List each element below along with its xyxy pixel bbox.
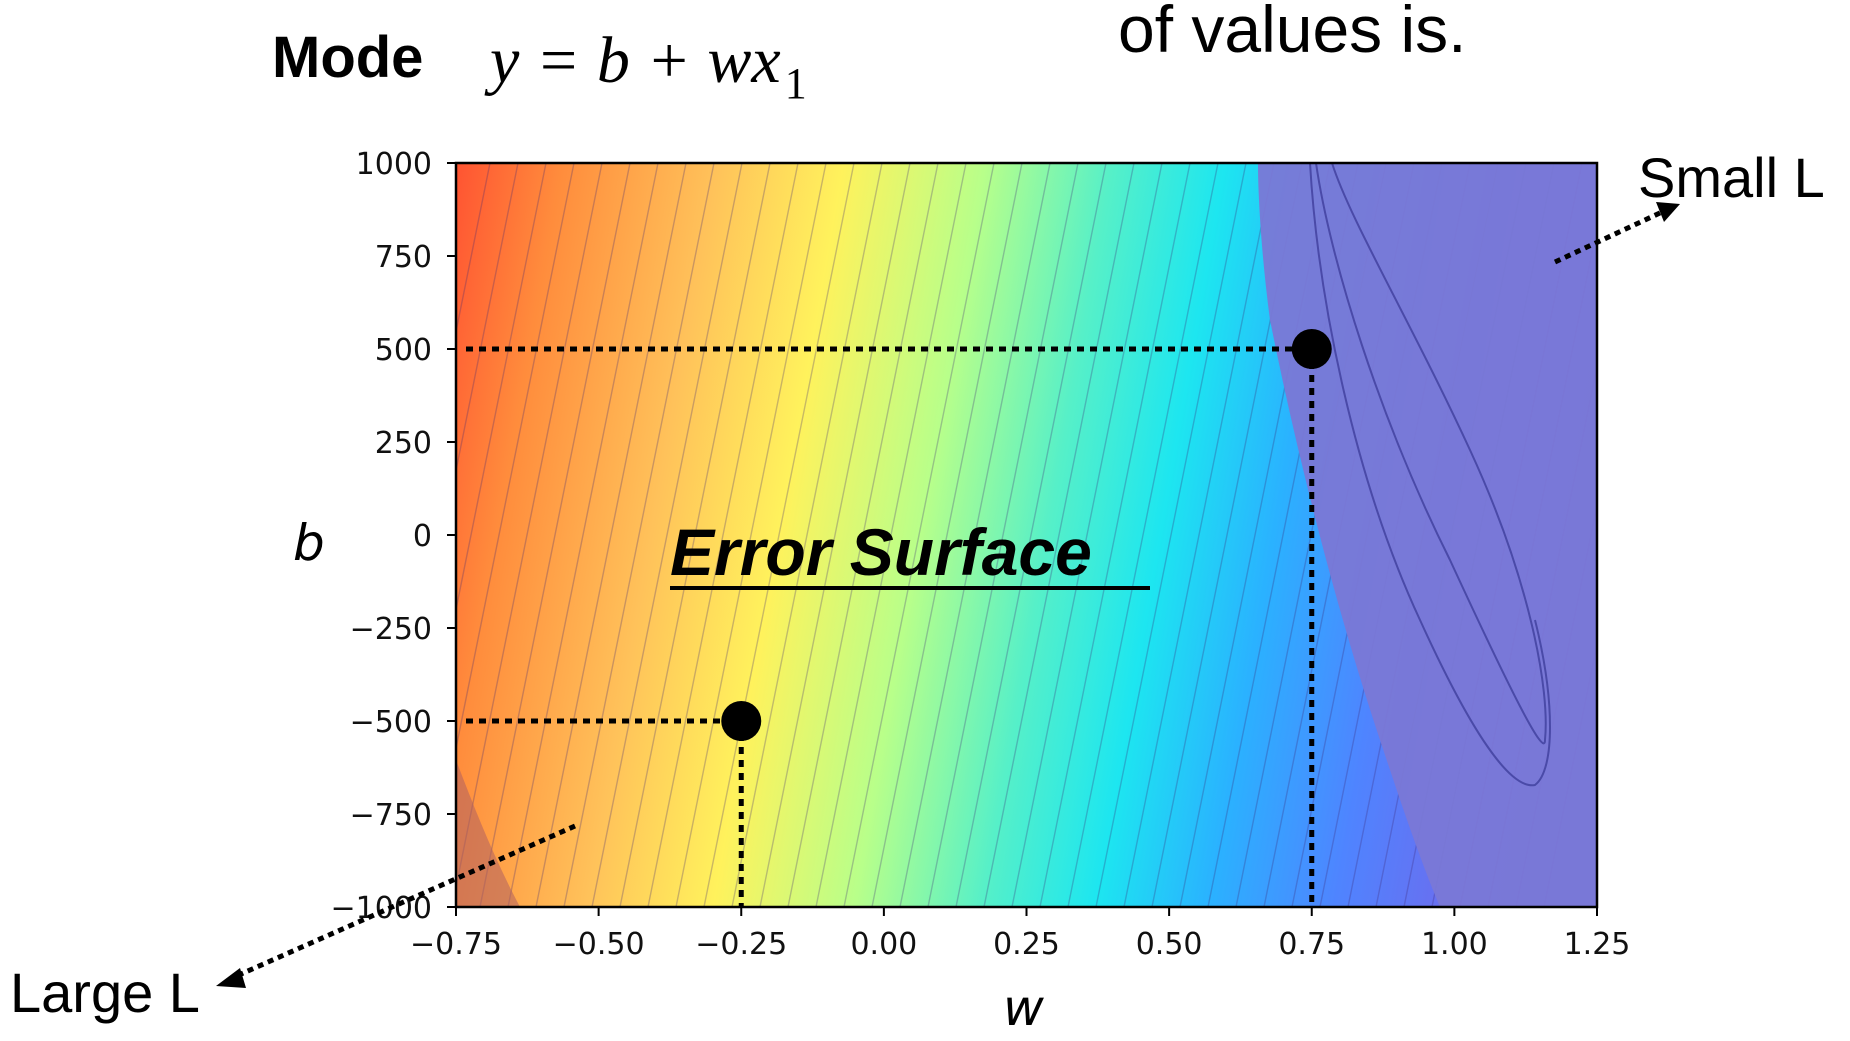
small-loss-arrowhead [1656,202,1680,222]
contour-line [563,163,715,907]
contour-line [619,163,771,907]
x-tick-label: −0.75 [410,927,502,962]
contour-line [927,163,1079,907]
large-loss-arrow [230,823,577,981]
x-tick-label: −0.25 [695,927,787,962]
y-tick-label: −250 [350,612,432,647]
x-tick-label: 0.75 [1278,927,1345,962]
y-tick-label: −500 [350,705,432,740]
contour-line [507,163,659,907]
contour-line [899,163,1051,907]
contour-line [759,163,911,907]
contour-line [731,163,883,907]
x-tick-label: 1.25 [1564,927,1631,962]
contour-line [456,163,547,613]
plot-area [456,163,1597,907]
y-tick-label: −1000 [331,891,432,926]
contour-line [1039,163,1191,907]
contour-line [871,163,1023,907]
loss-valley [1258,163,1597,907]
x-tick-label: 0.00 [850,927,917,962]
y-tick-label: −750 [350,798,432,833]
loss-min-contour [1315,163,1547,745]
y-tick-label: 250 [375,426,432,461]
contour-line [843,163,995,907]
contour-line [479,163,631,907]
contour-line [675,163,827,907]
large-loss-arrowhead [216,968,246,988]
contour-line [535,163,687,907]
y-axis: 1000 750 500 250 0 −250 −500 −750 −1000 [331,147,456,926]
contour-line [1123,163,1275,907]
small-loss-arrow [1553,209,1664,265]
contour-line [787,163,939,907]
y-tick-label: 0 [413,519,432,554]
contour-line [1067,163,1219,907]
small-loss-label: Small L [1638,146,1825,209]
x-tick-label: 1.00 [1421,927,1488,962]
top-text: of values is. [1118,0,1467,66]
x-tick-label: 0.50 [1136,927,1203,962]
contour-line [815,163,967,907]
contour-line [1011,163,1163,907]
y-tick-label: 750 [375,240,432,275]
x-tick-label: −0.50 [553,927,645,962]
large-loss-label: Large L [10,961,200,1024]
contour-line [591,163,743,907]
y-tick-label: 500 [375,333,432,368]
contour-line [647,163,799,907]
model-formula-main: y = b + wx [484,24,781,97]
contour-line [456,163,603,891]
contour-line [955,163,1107,907]
contour-line [456,163,575,752]
model-formula: y = b + wx1 [484,24,807,108]
y-axis-label: b [293,514,325,572]
loss-inner-contour [1309,163,1551,787]
contour-line [1095,163,1247,907]
mode-label: Mode [272,25,423,90]
parameter-point [1291,329,1332,369]
contour-line [456,163,519,475]
x-tick-label: 0.25 [993,927,1060,962]
x-axis: −0.75 −0.50 −0.25 0.00 0.25 0.50 0.75 1.00 1.25 [410,907,1630,962]
contour-line [456,163,491,336]
x-axis-label: w [1003,979,1044,1037]
contour-line [983,163,1135,907]
parameter-point [721,701,762,741]
points-layer [466,329,1332,907]
model-formula-subscript: 1 [785,59,807,108]
surface-title: Error Surface [670,515,1092,589]
contour-line [703,163,855,907]
y-tick-label: 1000 [356,147,432,182]
